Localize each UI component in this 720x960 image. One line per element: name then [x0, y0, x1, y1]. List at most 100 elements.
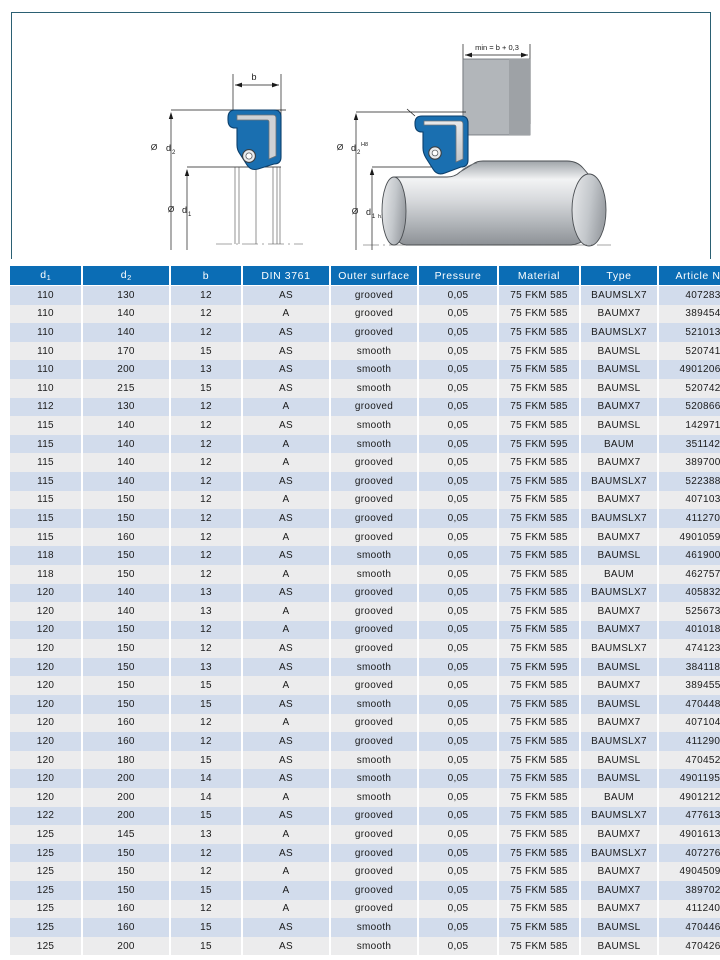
cell-b: 12: [170, 509, 243, 528]
cell-d2: 150: [82, 546, 171, 565]
table-row[interactable]: 122 200 15 AS grooved 0,05 75 FKM 585 BAUMSLX7 4…: [10, 806, 720, 826]
column-header-type[interactable]: Type: [580, 266, 659, 286]
cell-type: BAUMSLX7: [580, 583, 659, 603]
cell-d1: 120: [10, 620, 83, 640]
column-header-material[interactable]: Material: [498, 266, 581, 286]
cell-article: 49011950: [658, 769, 720, 789]
table-row[interactable]: 125 160 15 AS smooth 0,05 75 FKM 585 BAUMSL 4704…: [10, 918, 720, 937]
table-row[interactable]: 125 200 15 AS smooth 0,05 75 FKM 585 BAUMSL 4704…: [10, 936, 720, 956]
cell-din: AS: [242, 323, 331, 342]
table-row[interactable]: 125 150 12 AS grooved 0,05 75 FKM 585 BAUMSLX7 4…: [10, 843, 720, 863]
d1-label: d: [182, 205, 187, 215]
cell-pressure: 0,05: [418, 657, 499, 677]
cell-d1: 110: [10, 304, 83, 324]
specification-table: d1 d2 b DIN 3761 Outer surface Pressure Materi…: [10, 266, 720, 956]
table-row[interactable]: 118 150 12 AS smooth 0,05 75 FKM 585 BAUMSL 4619…: [10, 546, 720, 565]
cell-d1: 110: [10, 378, 83, 398]
cell-pressure: 0,05: [418, 564, 499, 584]
cell-material: 75 FKM 585: [498, 285, 581, 305]
table-row[interactable]: 110 140 12 AS grooved 0,05 75 FKM 585 BAUMSLX7 5…: [10, 323, 720, 342]
cell-b: 12: [170, 732, 243, 751]
cell-pressure: 0,05: [418, 899, 499, 919]
cell-surface: smooth: [330, 750, 419, 770]
cell-type: BAUMSL: [580, 657, 659, 677]
table-row[interactable]: 115 140 12 AS grooved 0,05 75 FKM 585 BAUMSLX7 5…: [10, 471, 720, 491]
cell-din: A: [242, 527, 331, 547]
cell-surface: grooved: [330, 509, 419, 528]
cell-d2: 200: [82, 360, 171, 379]
cell-article: 401018: [658, 620, 720, 640]
cell-pressure: 0,05: [418, 360, 499, 379]
cell-surface: grooved: [330, 323, 419, 342]
cell-type: BAUMSL: [580, 360, 659, 379]
table-row[interactable]: 115 140 12 AS smooth 0,05 75 FKM 585 BAUMSL 1429…: [10, 416, 720, 435]
column-header-b[interactable]: b: [170, 266, 243, 286]
cell-surface: grooved: [330, 843, 419, 863]
cell-material: 75 FKM 595: [498, 434, 581, 454]
cell-article: 411270: [658, 509, 720, 528]
cell-d2: 200: [82, 788, 171, 807]
cell-din: AS: [242, 750, 331, 770]
table-row[interactable]: 110 130 12 AS grooved 0,05 75 FKM 585 BAUMSLX7 4…: [10, 285, 720, 305]
cell-pressure: 0,05: [418, 509, 499, 528]
table-row[interactable]: 120 150 12 AS grooved 0,05 75 FKM 585 BAUMSLX7 4…: [10, 639, 720, 658]
cell-article: 49010597: [658, 527, 720, 547]
table-row[interactable]: 110 200 13 AS smooth 0,05 75 FKM 585 BAUMSL 4901…: [10, 360, 720, 379]
table-row[interactable]: 110 215 15 AS smooth 0,05 75 FKM 585 BAUMSL 5207…: [10, 378, 720, 398]
column-header-subscript: 1: [46, 273, 51, 282]
table-row[interactable]: 120 150 13 AS smooth 0,05 75 FKM 595 BAUMSL 3841…: [10, 657, 720, 677]
cell-surface: smooth: [330, 769, 419, 789]
table-row[interactable]: 115 150 12 AS grooved 0,05 75 FKM 585 BAUMSLX7 4…: [10, 509, 720, 528]
d2-h8-label: d: [351, 143, 356, 153]
column-header-outer-surface[interactable]: Outer surface: [330, 266, 419, 286]
cell-surface: grooved: [330, 285, 419, 305]
cell-d1: 125: [10, 881, 83, 900]
column-header-d1[interactable]: d1: [10, 266, 83, 286]
b-label: b: [251, 72, 256, 82]
cell-b: 13: [170, 657, 243, 677]
cell-material: 75 FKM 585: [498, 490, 581, 510]
cell-din: AS: [242, 583, 331, 603]
cell-article: 407104: [658, 713, 720, 733]
cell-b: 15: [170, 341, 243, 361]
table-row[interactable]: 120 180 15 AS smooth 0,05 75 FKM 585 BAUMSL 4704…: [10, 750, 720, 770]
table-row[interactable]: 120 140 13 AS grooved 0,05 75 FKM 585 BAUMSLX7 4…: [10, 583, 720, 603]
cell-d2: 140: [82, 323, 171, 342]
table-row[interactable]: 120 160 12 AS grooved 0,05 75 FKM 585 BAUMSLX7 4…: [10, 732, 720, 751]
installed-seal-view: min = b + 0,3 Ø d 2 H8: [337, 43, 611, 250]
column-header-din-3761[interactable]: DIN 3761: [242, 266, 331, 286]
cell-article: 389700: [658, 453, 720, 472]
cell-d2: 160: [82, 527, 171, 547]
cell-type: BAUMSLX7: [580, 843, 659, 863]
column-header-d2[interactable]: d2: [82, 266, 171, 286]
table-row[interactable]: 110 170 15 AS smooth 0,05 75 FKM 585 BAUMSL 5207…: [10, 341, 720, 361]
cell-material: 75 FKM 585: [498, 453, 581, 472]
cell-pressure: 0,05: [418, 620, 499, 640]
cell-article: 411240: [658, 899, 720, 919]
cell-d2: 170: [82, 341, 171, 361]
cell-b: 12: [170, 713, 243, 733]
cell-pressure: 0,05: [418, 750, 499, 770]
cell-din: AS: [242, 806, 331, 826]
column-header-pressure[interactable]: Pressure: [418, 266, 499, 286]
table-row[interactable]: 120 200 14 AS smooth 0,05 75 FKM 585 BAUMSL 4901…: [10, 769, 720, 789]
table-row[interactable]: 120 150 15 AS smooth 0,05 75 FKM 585 BAUMSL 4704…: [10, 695, 720, 714]
cell-d2: 160: [82, 918, 171, 937]
column-header-article-no[interactable]: Article No.: [658, 266, 720, 286]
